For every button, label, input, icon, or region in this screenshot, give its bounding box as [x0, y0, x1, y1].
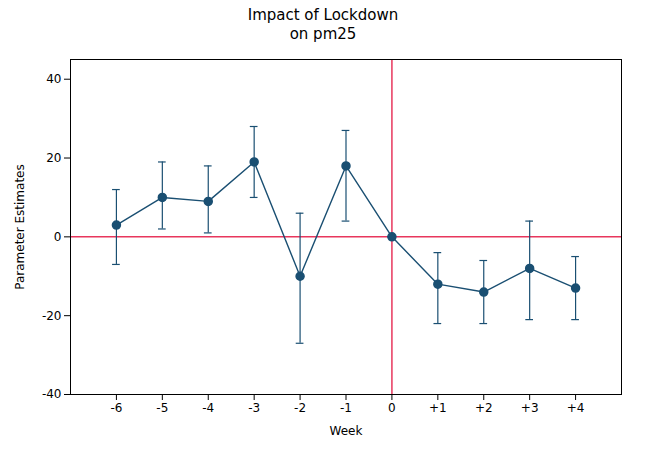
svg-text:+3: +3	[521, 401, 539, 415]
svg-text:-3: -3	[248, 401, 260, 415]
svg-text:-1: -1	[340, 401, 352, 415]
svg-text:Parameter Estimates: Parameter Estimates	[13, 164, 27, 290]
svg-text:-4: -4	[202, 401, 214, 415]
html-text:Impact of Lockdown on pm25: Impact of Lockdown on pm25	[247, 6, 399, 43]
svg-text:+1: +1	[429, 401, 447, 415]
svg-text:Week: Week	[330, 424, 363, 438]
svg-text:+4: +4	[567, 401, 585, 415]
svg-text:20: 20	[46, 151, 61, 165]
svg-text:40: 40	[46, 72, 61, 86]
svg-text:-5: -5	[156, 401, 168, 415]
svg-text:-6: -6	[110, 401, 122, 415]
svg-text:0: 0	[388, 401, 396, 415]
svg-text:+2: +2	[475, 401, 493, 415]
svg-text:0: 0	[54, 230, 62, 244]
svg-text:-20: -20	[42, 309, 62, 323]
svg-text:-2: -2	[294, 401, 306, 415]
svg-text:-40: -40	[42, 387, 62, 401]
